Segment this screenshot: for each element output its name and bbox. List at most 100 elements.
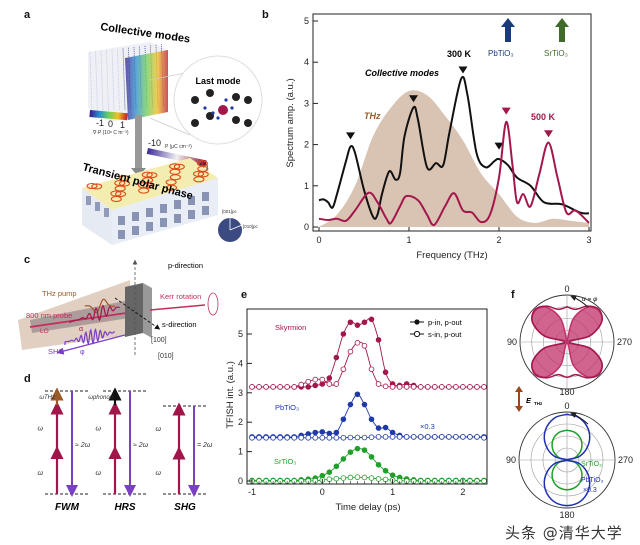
cb2-tick: -10 bbox=[148, 138, 161, 148]
annotation-pbtio3: PbTiO₃ bbox=[488, 49, 514, 58]
label-pbtio3: PbTiO₃ bbox=[275, 403, 299, 412]
data-point bbox=[340, 331, 347, 337]
label-s-direction: s-direction bbox=[162, 320, 197, 329]
data-point bbox=[291, 384, 297, 390]
sample-crystal bbox=[125, 283, 152, 338]
data-point bbox=[439, 384, 445, 390]
data-point bbox=[417, 384, 424, 390]
axis-010: [010]pc bbox=[243, 224, 259, 229]
panel-a: a Collective modes -1 0 1 ∇·P (10⁸ C m⁻³… bbox=[24, 9, 263, 245]
data-point bbox=[333, 429, 340, 436]
cb1-tick: 0 bbox=[108, 119, 113, 129]
atom-icon bbox=[232, 116, 240, 124]
legend-open: s-in, p-out bbox=[428, 330, 462, 339]
data-point bbox=[256, 434, 262, 441]
data-point bbox=[270, 384, 276, 390]
data-point bbox=[361, 401, 368, 408]
central-atom-icon bbox=[218, 105, 228, 115]
data-point bbox=[347, 319, 354, 326]
energy-diagram-shg: ω ω = 2ω SHG bbox=[156, 402, 213, 513]
data-point bbox=[481, 478, 487, 484]
panel-label-b: b bbox=[262, 9, 269, 21]
chart-b-ytick: 1 bbox=[304, 181, 309, 191]
data-point bbox=[375, 462, 382, 468]
collective-modes-cube bbox=[88, 42, 168, 122]
data-point bbox=[382, 369, 389, 376]
ethz-label: E bbox=[526, 396, 532, 405]
polar-angle-label: 0 bbox=[564, 284, 569, 294]
polar-label-pbtio3: PbTiO₃ bbox=[581, 477, 604, 484]
label-kerr-rotation: Kerr rotation bbox=[160, 292, 201, 301]
panel-label-d: d bbox=[24, 373, 31, 385]
transient-slab bbox=[82, 158, 218, 245]
result-label: ≈ 2ω bbox=[133, 442, 149, 449]
data-point bbox=[403, 384, 410, 390]
data-point bbox=[460, 384, 466, 390]
data-point bbox=[326, 375, 333, 381]
data-point bbox=[439, 434, 445, 440]
data-point bbox=[326, 476, 333, 483]
atom-icon bbox=[244, 119, 252, 127]
label-skyrmion: Skyrmion bbox=[275, 323, 306, 332]
pbtio3-arrow bbox=[501, 18, 515, 42]
series-skyrmion-s-in bbox=[249, 340, 487, 390]
peak-marker bbox=[494, 142, 504, 150]
last-mode-title: Last mode bbox=[195, 76, 240, 86]
data-point bbox=[382, 434, 389, 440]
panel-label-a: a bbox=[24, 9, 31, 21]
data-point bbox=[312, 429, 319, 436]
data-point bbox=[431, 384, 438, 390]
data-point bbox=[424, 384, 431, 390]
data-point bbox=[396, 434, 403, 440]
data-point bbox=[340, 366, 347, 373]
chart-e-ylabel: TFISH int. (a.u.) bbox=[225, 361, 236, 429]
data-point bbox=[312, 434, 319, 441]
chart-b-ytick: 0 bbox=[304, 222, 309, 232]
kerr-rotation-icon bbox=[207, 292, 219, 316]
data-point bbox=[361, 434, 368, 441]
peak-marker bbox=[346, 132, 355, 140]
top-level-label: ωphonon bbox=[88, 395, 113, 401]
panel-label-f: f bbox=[511, 289, 515, 301]
data-point bbox=[270, 434, 276, 441]
data-point bbox=[333, 354, 340, 361]
data-point bbox=[326, 434, 333, 441]
srtio3-arrow bbox=[555, 18, 569, 42]
data-point bbox=[396, 384, 403, 390]
chart-b-xtick: 1 bbox=[406, 235, 411, 245]
chart-b-ytick: 3 bbox=[304, 98, 309, 108]
data-point bbox=[453, 434, 459, 440]
top-level-label: ωTHz bbox=[39, 395, 55, 401]
atom-icon bbox=[244, 96, 252, 104]
data-point bbox=[368, 434, 375, 440]
chart-e-ytick: 3 bbox=[238, 388, 243, 398]
polar-angle-label: 0 bbox=[564, 401, 569, 411]
chart-b-xtick: 0 bbox=[316, 235, 321, 245]
cb1-tick: 1 bbox=[120, 120, 125, 130]
legend-filled: p-in, p-out bbox=[428, 318, 463, 327]
polar-series bbox=[551, 429, 583, 491]
chart-b-ytick: 5 bbox=[304, 16, 309, 26]
result-label: = 2ω bbox=[197, 442, 213, 449]
chart-e-legend: p-in, p-out s-in, p-out bbox=[410, 318, 463, 339]
panel-label-c: c bbox=[24, 254, 30, 266]
series-thz-area bbox=[319, 90, 589, 227]
label-shg: SHG bbox=[48, 347, 64, 356]
data-point bbox=[340, 416, 347, 423]
data-point bbox=[389, 434, 396, 440]
peak-marker bbox=[458, 66, 468, 74]
label-probe: 800 nm probe bbox=[26, 311, 72, 320]
polar-angle-label: 270 bbox=[618, 455, 633, 465]
data-point bbox=[375, 476, 382, 482]
cb2-tick: 10 bbox=[198, 162, 208, 172]
data-point bbox=[403, 434, 410, 440]
data-point bbox=[474, 434, 480, 440]
chart-e-ytick: 5 bbox=[238, 329, 243, 339]
omega-label: ω bbox=[156, 426, 162, 433]
data-point bbox=[347, 401, 354, 408]
data-point bbox=[291, 434, 297, 441]
data-point bbox=[319, 429, 326, 435]
data-point bbox=[481, 384, 487, 390]
thz-pulse bbox=[84, 298, 116, 314]
data-point bbox=[312, 382, 319, 389]
